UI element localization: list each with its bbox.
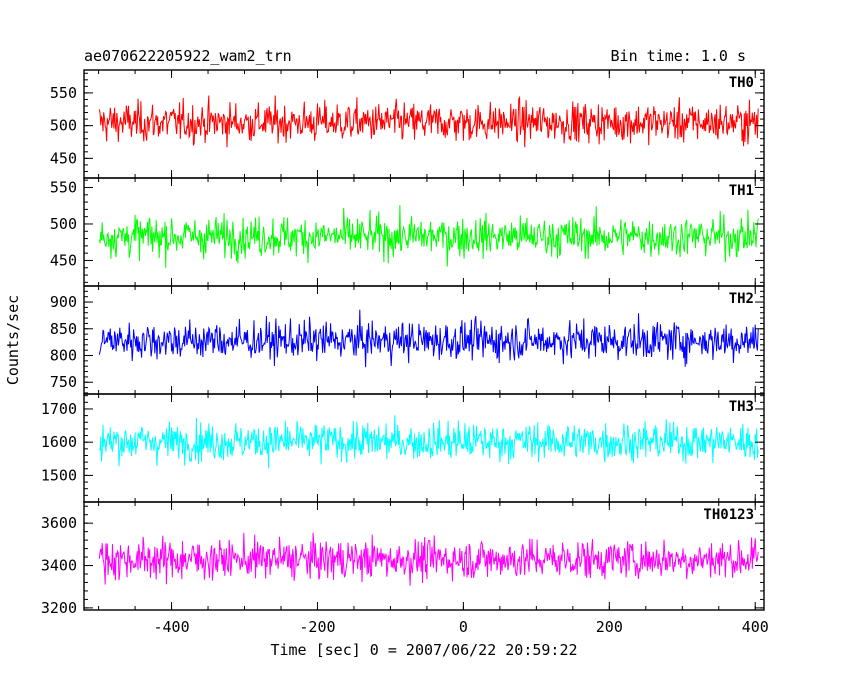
y-tick-label: 900 xyxy=(50,293,77,311)
panel-frame xyxy=(83,501,765,611)
observation-title: ae070622205922_wam2_trn xyxy=(84,47,292,65)
series-th0123-line xyxy=(98,532,759,586)
y-tick-label: 500 xyxy=(50,215,77,233)
x-axis-label: Time [sec] 0 = 2007/06/22 20:59:22 xyxy=(270,641,577,659)
x-tick-label: -400 xyxy=(153,618,189,636)
series-label-th0123: TH0123 xyxy=(703,507,754,523)
y-tick-label: 3600 xyxy=(41,514,77,532)
y-tick-label: 3200 xyxy=(41,599,77,617)
y-tick-label: 1600 xyxy=(41,433,77,451)
series-th0-line xyxy=(98,95,759,148)
y-tick-label: 550 xyxy=(50,178,77,196)
y-tick-label: 750 xyxy=(50,373,77,391)
y-tick-label: 450 xyxy=(50,149,77,167)
panel-th2: 750 800 850 900 TH2 xyxy=(50,285,765,395)
y-axis-label: Counts/sec xyxy=(4,295,22,385)
series-label-th3: TH3 xyxy=(729,399,754,415)
panel-th3: 1500 1600 1700 TH3 xyxy=(41,393,765,503)
y-tick-label: 550 xyxy=(50,84,77,102)
x-tick-label: 0 xyxy=(459,618,468,636)
panel-th0123: 3200 3400 3600 TH0123 xyxy=(41,501,765,617)
series-label-th2: TH2 xyxy=(729,291,754,307)
x-tick-label: 200 xyxy=(596,618,623,636)
panel-th0: 450 500 550 TH0 xyxy=(50,69,765,179)
series-label-th0: TH0 xyxy=(729,75,754,91)
y-tick-label: 500 xyxy=(50,117,77,135)
y-tick-label: 800 xyxy=(50,347,77,365)
series-th2-line xyxy=(98,309,759,368)
series-label-th1: TH1 xyxy=(729,183,754,199)
x-tick-label: -200 xyxy=(299,618,335,636)
panel-frame xyxy=(83,393,765,503)
y-tick-label: 3400 xyxy=(41,557,77,575)
panel-th1: 450 500 550 TH1 xyxy=(50,177,765,287)
y-tick-label: 1700 xyxy=(41,400,77,418)
bin-time-label: Bin time: 1.0 s xyxy=(611,47,746,65)
y-tick-label: 450 xyxy=(50,251,77,269)
series-th1-line xyxy=(98,204,759,268)
panels: 450 500 550 TH0 450 500 550 TH1 750 800 850 900 TH2 1… xyxy=(41,69,769,636)
panel-frame xyxy=(83,69,765,179)
y-tick-label: 1500 xyxy=(41,466,77,484)
y-tick-label: 850 xyxy=(50,320,77,338)
x-tick-label: 400 xyxy=(742,618,769,636)
series-th3-line xyxy=(98,415,759,469)
